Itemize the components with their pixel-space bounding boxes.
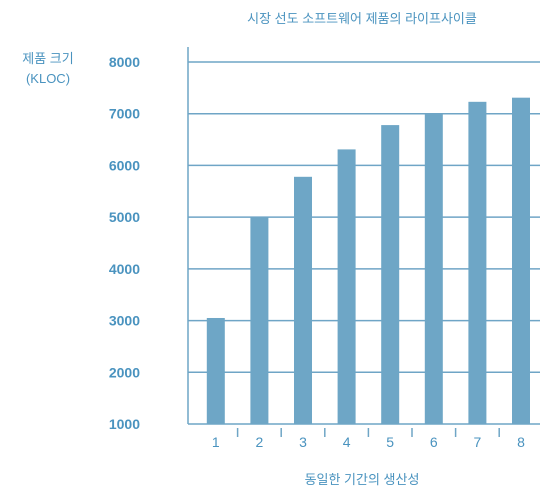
y-tick-label: 3000 (109, 313, 140, 329)
y-tick-label: 7000 (109, 106, 140, 122)
y-tick-label: 5000 (109, 209, 140, 225)
bars (206, 97, 530, 424)
x-tick-label: 7 (474, 434, 482, 450)
x-tick-label: 2 (256, 434, 264, 450)
bar-6 (424, 113, 443, 424)
x-tick-label: 1 (212, 434, 220, 450)
x-tick-label: 6 (430, 434, 438, 450)
gridlines (188, 61, 540, 425)
x-tick-label: 4 (343, 434, 351, 450)
bar-5 (381, 125, 400, 424)
y-axis-label-line1: 제품 크기 (22, 51, 73, 66)
bar-3 (294, 176, 312, 424)
x-tick-label: 5 (386, 434, 394, 450)
bar-4 (337, 149, 356, 424)
x-tick-label: 3 (299, 434, 307, 450)
y-tick-label: 1000 (109, 416, 140, 432)
y-tick-label: 8000 (109, 54, 140, 70)
y-tick-labels: 8000 7000 6000 5000 4000 3000 2000 1000 (109, 54, 140, 432)
x-axis-label: 동일한 기간의 생산성 (305, 472, 420, 487)
bar-8 (512, 97, 530, 424)
y-tick-label: 6000 (109, 157, 140, 173)
x-tick-labels: 1 2 3 4 5 6 7 8 (212, 428, 525, 450)
bar-1 (206, 317, 225, 424)
chart-title: 시장 선도 소프트웨어 제품의 라이프사이클 (247, 11, 477, 26)
y-tick-label: 4000 (109, 261, 140, 277)
y-axis-label-line2: (KLOC) (26, 71, 70, 86)
bar-7 (468, 101, 487, 424)
y-tick-label: 2000 (109, 364, 140, 380)
x-tick-label: 8 (517, 434, 525, 450)
bar-2 (250, 217, 269, 424)
